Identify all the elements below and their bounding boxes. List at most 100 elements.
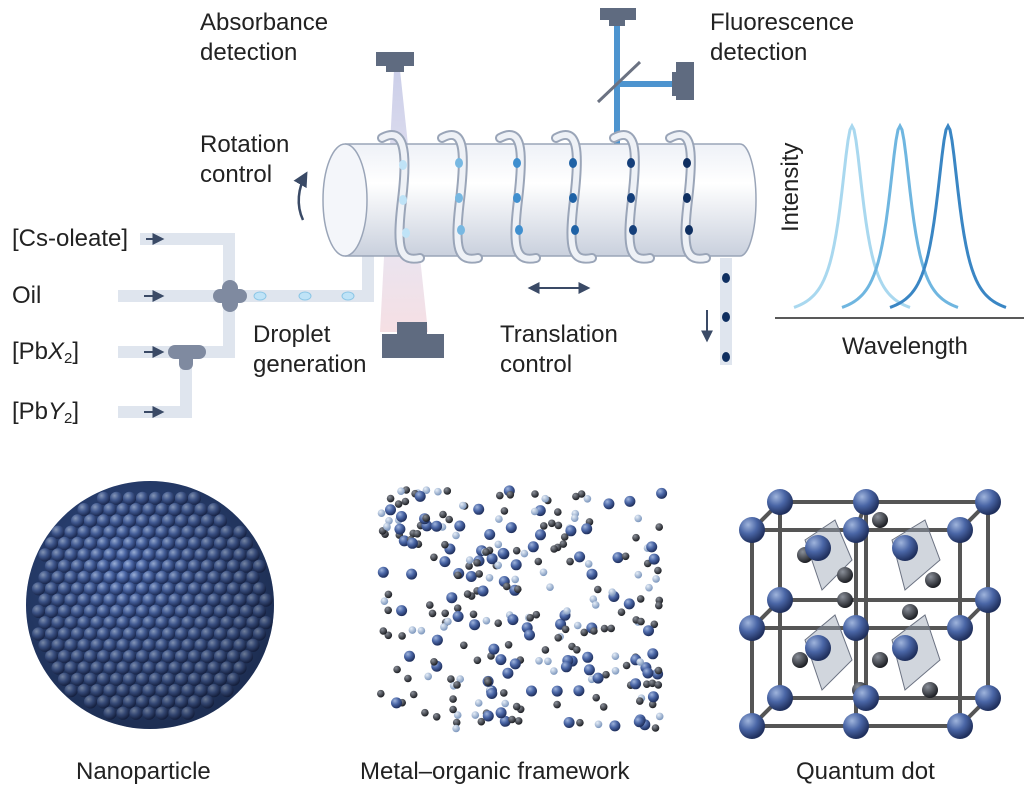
mof-atom <box>482 710 494 722</box>
mof-atom <box>565 525 577 537</box>
mof-atom <box>469 619 481 631</box>
mof-atom <box>524 629 535 641</box>
mof-atom <box>548 519 556 528</box>
mof-atom <box>609 720 621 732</box>
mof-atom <box>471 711 480 719</box>
spectrum-xlabel: Wavelength <box>842 333 968 360</box>
mof-atom <box>482 548 490 556</box>
mof-atom <box>441 609 450 618</box>
droplet-label: Droplet generation <box>253 320 366 380</box>
input-pbx2: [PbX2] <box>12 337 79 374</box>
qd-cation-atom <box>739 517 765 543</box>
mof-atom <box>592 693 600 702</box>
mof-atom <box>502 667 514 679</box>
mof-atom <box>408 626 417 634</box>
mof-atom <box>514 585 522 593</box>
mof-atom <box>621 552 630 561</box>
mof-atom <box>394 523 406 535</box>
pby2-open: [Pb <box>12 398 49 425</box>
mof-atom <box>642 667 654 679</box>
mof-atom <box>648 700 657 709</box>
mof-atom <box>514 717 523 725</box>
mof-atom <box>428 609 437 618</box>
spectrum-peak-2 <box>841 122 959 309</box>
mof-atom <box>377 689 385 698</box>
qd-cation-atom <box>947 517 973 543</box>
qd-cation-atom <box>947 615 973 641</box>
mof-atom <box>494 561 503 570</box>
mof-atom <box>654 666 663 675</box>
droplets-coil <box>399 158 693 238</box>
mof-atom <box>385 517 393 525</box>
mof-atom <box>393 665 401 674</box>
mof-atom <box>398 632 406 640</box>
mof-atom <box>574 551 586 563</box>
mof-atom <box>452 718 461 727</box>
mof-atom <box>501 699 510 708</box>
mof-atom <box>655 523 663 531</box>
spectrum-curves <box>793 122 1007 309</box>
mof-atom <box>406 537 418 549</box>
fluorescence-optics <box>596 8 694 150</box>
mof-atom <box>624 495 636 507</box>
mof-atom <box>377 509 386 517</box>
mof-atom <box>441 540 449 549</box>
mof-atom <box>630 678 642 690</box>
mof-atom <box>465 556 474 564</box>
mof-atom <box>510 559 522 571</box>
mof-atom <box>592 672 604 684</box>
absorbance-source <box>376 52 414 72</box>
pby2-close: ] <box>72 398 80 425</box>
mof-atom <box>634 514 642 523</box>
mof-atom <box>453 604 462 612</box>
qd-cation-atom <box>739 615 765 641</box>
mof-atom <box>384 590 393 599</box>
mof-atom <box>554 508 562 516</box>
mof-atom <box>632 533 640 542</box>
mof-atom <box>494 540 503 549</box>
mof-atom <box>430 553 438 562</box>
mof-atom <box>384 631 393 640</box>
mof-atom <box>583 495 592 503</box>
mof-atom <box>504 641 513 649</box>
mof-atom <box>563 717 575 728</box>
mof-atom <box>444 617 452 626</box>
mof-atom <box>495 707 507 719</box>
mof-atom <box>572 492 580 501</box>
mof-atom <box>512 546 521 555</box>
mof-atom <box>485 574 494 582</box>
spectrum-peak-3 <box>889 122 1007 309</box>
mof-atom <box>431 520 443 532</box>
mof-atom <box>397 487 405 496</box>
mof-atom <box>431 634 443 646</box>
mof-atom <box>622 661 631 670</box>
mof-atom <box>380 597 389 605</box>
mof-atom <box>566 557 574 566</box>
mof-atom <box>475 570 484 578</box>
mof-atom <box>586 568 598 580</box>
mof-atom <box>413 530 422 538</box>
mof-atom <box>527 541 539 553</box>
mof-atom <box>636 658 644 666</box>
mof-atom <box>396 511 407 522</box>
junction-tee <box>168 345 206 370</box>
input-cs-oleate: [Cs-oleate] <box>12 225 129 252</box>
mof-atom <box>391 697 402 709</box>
mof-atom <box>385 504 396 516</box>
mof-atom <box>386 494 395 503</box>
pbx2-open: [Pb <box>12 338 49 365</box>
mof-atom <box>535 657 543 665</box>
mof-atom <box>379 627 388 635</box>
mof-atom <box>404 674 412 683</box>
mof-atom <box>384 606 393 615</box>
mof-atom <box>602 670 610 679</box>
qd-cation-atom <box>767 587 793 613</box>
mof-atom <box>570 514 579 522</box>
mof-atom <box>449 695 457 703</box>
mof-atom <box>520 549 529 558</box>
mof-atom <box>655 712 664 721</box>
qd-cation-atom <box>739 713 765 739</box>
mof-atom <box>394 500 403 508</box>
qd-halide-atom <box>872 512 888 528</box>
